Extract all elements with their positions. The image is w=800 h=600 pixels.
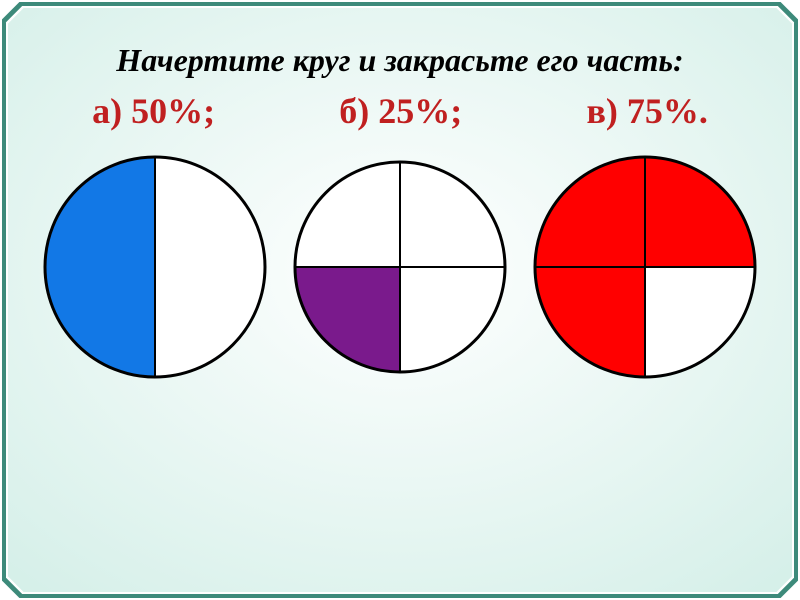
percent-label-1: б) 25%; <box>339 90 462 132</box>
pie-chart-1 <box>290 157 510 377</box>
pie-charts-row <box>40 152 760 382</box>
title-text: Начертите круг и закрасьте его часть: <box>40 40 760 80</box>
pie-chart-2 <box>530 152 760 382</box>
percent-label-2: в) 75%. <box>586 90 707 132</box>
slide-content: Начертите круг и закрасьте его часть: а)… <box>0 0 800 600</box>
percent-labels: а) 50%; б) 25%; в) 75%. <box>30 90 770 132</box>
percent-label-0: а) 50%; <box>92 90 215 132</box>
pie-chart-0 <box>40 152 270 382</box>
slide-frame: Начертите круг и закрасьте его часть: а)… <box>0 0 800 600</box>
